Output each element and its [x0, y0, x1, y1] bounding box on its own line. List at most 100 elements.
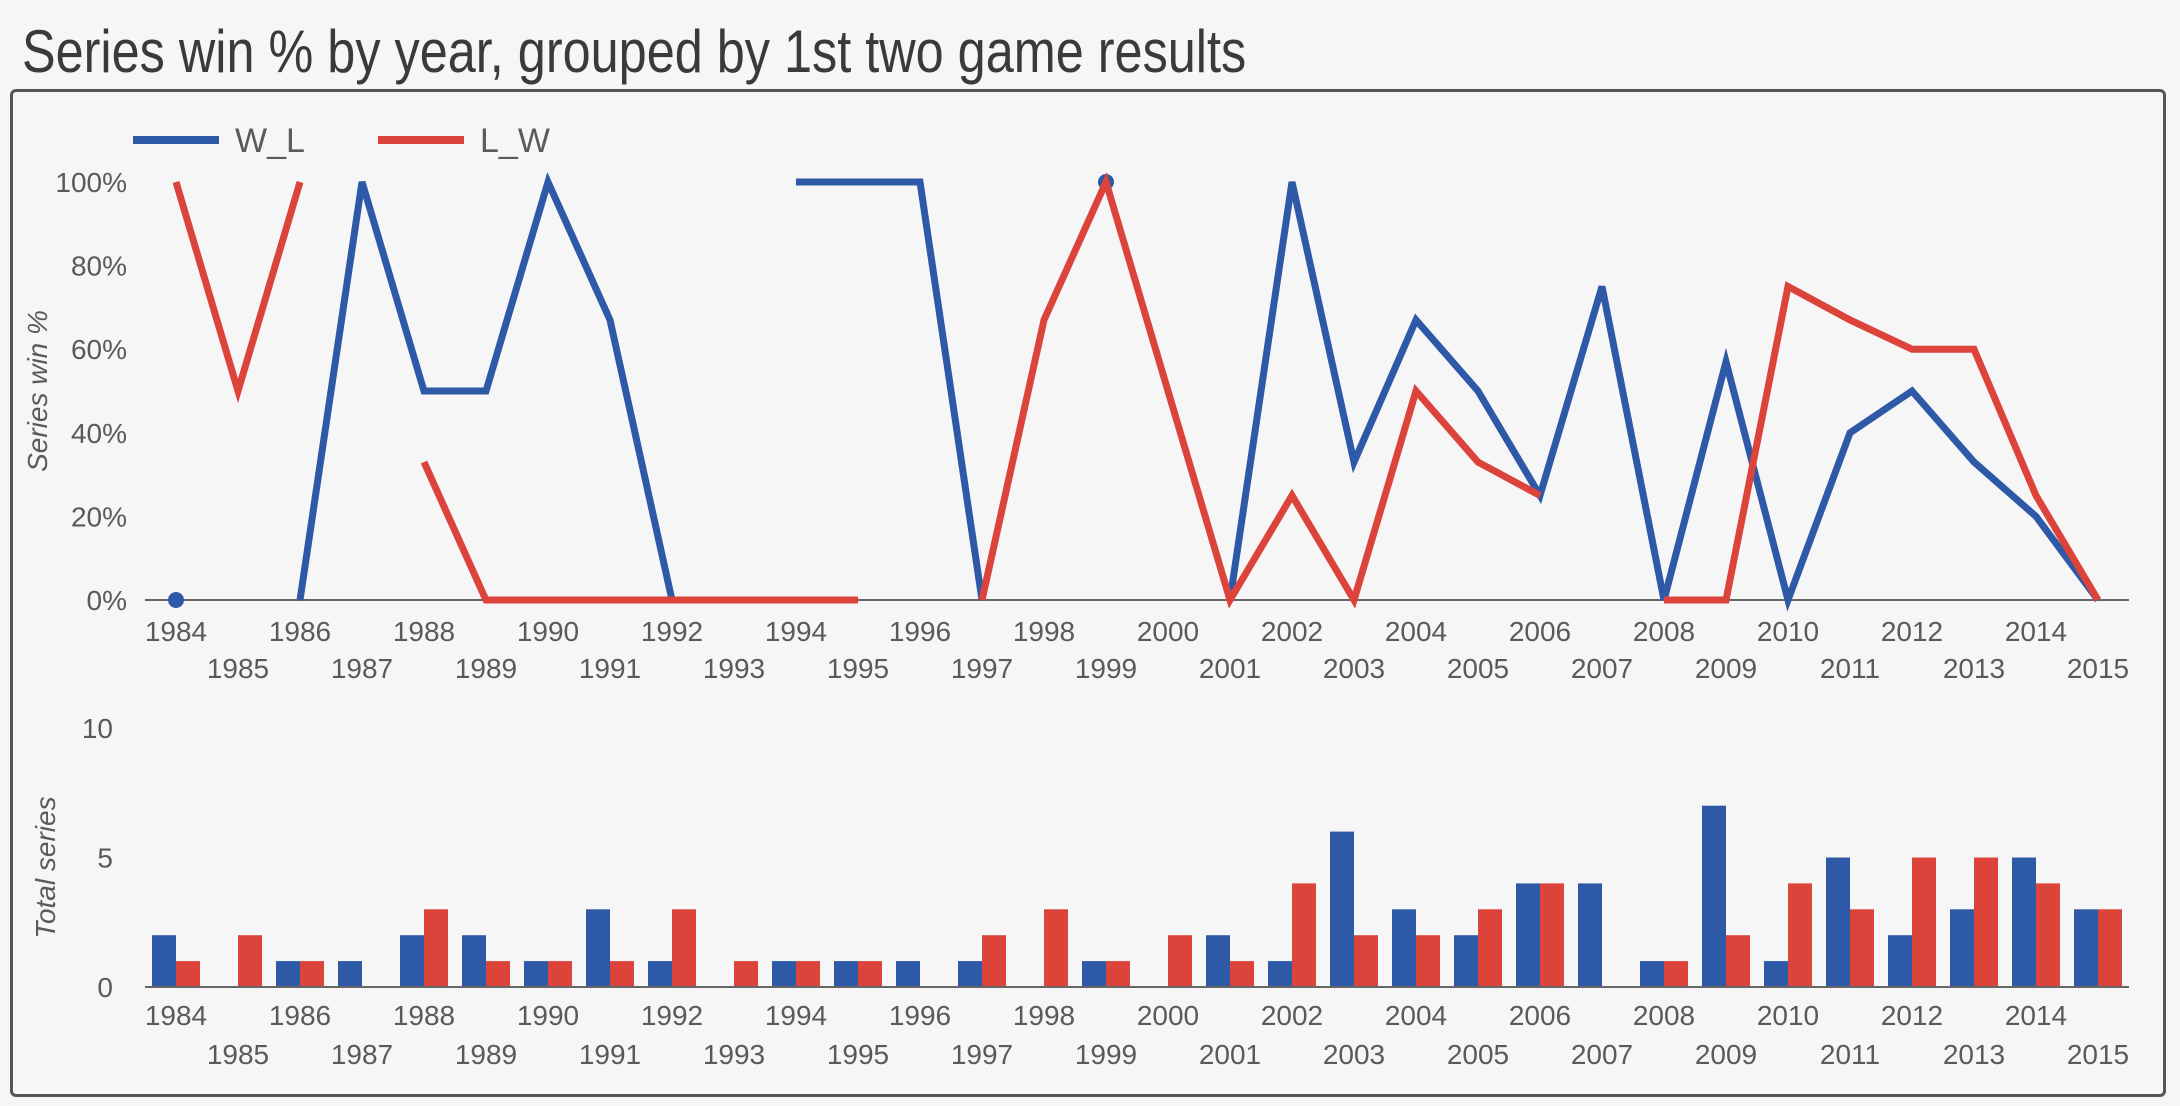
- y-tick-label: 0%: [87, 585, 127, 616]
- bar-L_W: [610, 961, 634, 987]
- bar-x-tick-label: 1988: [393, 1000, 455, 1031]
- series-line-L_W: [978, 171, 1542, 609]
- bar-x-tick-label: 2000: [1137, 1000, 1199, 1031]
- bar-L_W: [424, 909, 448, 987]
- x-tick-label: 1985: [207, 653, 269, 684]
- bar-W_L: [462, 935, 486, 987]
- bar-W_L: [958, 961, 982, 987]
- bar-L_W: [1726, 935, 1750, 987]
- x-tick-label: 2003: [1323, 653, 1385, 684]
- series-line-W_L: [796, 178, 986, 601]
- bar-W_L: [896, 961, 920, 987]
- bar-W_L: [1268, 961, 1292, 987]
- x-tick-label: 2011: [1820, 653, 1880, 684]
- bar-L_W: [548, 961, 572, 987]
- y-tick-label: 20%: [71, 501, 127, 532]
- bar-L_W: [1354, 935, 1378, 987]
- legend-label-L_W: L_W: [480, 122, 550, 160]
- bar-L_W: [1912, 857, 1936, 987]
- x-tick-label: 1998: [1013, 616, 1075, 647]
- bar-x-tick-label: 2009: [1695, 1039, 1757, 1070]
- bar-x-tick-label: 1994: [765, 1000, 827, 1031]
- x-tick-label: 2007: [1571, 653, 1633, 684]
- x-tick-label: 1996: [889, 616, 951, 647]
- bar-W_L: [2012, 857, 2036, 987]
- bar-y-tick-label: 5: [97, 843, 113, 874]
- bar-x-tick-label: 2011: [1820, 1039, 1880, 1070]
- bar-W_L: [2074, 909, 2098, 987]
- bar-L_W: [2036, 883, 2060, 987]
- bar-L_W: [1788, 883, 1812, 987]
- bar-W_L: [1516, 883, 1540, 987]
- bar-W_L: [1640, 961, 1664, 987]
- bar-L_W: [1850, 909, 1874, 987]
- bar-x-tick-label: 2003: [1323, 1039, 1385, 1070]
- bar-W_L: [1206, 935, 1230, 987]
- bar-L_W: [1974, 857, 1998, 987]
- x-tick-label: 2014: [2005, 616, 2067, 647]
- x-tick-label: 1999: [1075, 653, 1137, 684]
- x-tick-label: 2008: [1633, 616, 1695, 647]
- chart-panel: 0% 20% 40% 60% 80% 100% 1984 1985 1986 1987 1988 19…: [10, 89, 2166, 1097]
- x-tick-label: 1993: [703, 653, 765, 684]
- x-tick-label: 1986: [269, 616, 331, 647]
- bar-L_W: [2098, 909, 2122, 987]
- chart-canvas: 0%20%40%60%80%100%1984198519861987198819…: [22, 122, 2129, 1070]
- y-tick-label: 40%: [71, 418, 127, 449]
- bar-L_W: [238, 935, 262, 987]
- bar-x-tick-label: 1998: [1013, 1000, 1075, 1031]
- bar-x-tick-label: 1999: [1075, 1039, 1137, 1070]
- bar-y-axis-label: Total series: [30, 796, 61, 938]
- bar-W_L: [400, 935, 424, 987]
- bar-x-tick-label: 2014: [2005, 1000, 2067, 1031]
- bar-x-tick-label: 2005: [1447, 1039, 1509, 1070]
- x-tick-label: 2012: [1881, 616, 1943, 647]
- bar-L_W: [982, 935, 1006, 987]
- bar-x-tick-label: 1986: [269, 1000, 331, 1031]
- bar-L_W: [1168, 935, 1192, 987]
- bar-L_W: [1230, 961, 1254, 987]
- x-tick-label: 2013: [1943, 653, 2005, 684]
- bar-W_L: [1888, 935, 1912, 987]
- bar-x-tick-label: 1984: [145, 1000, 207, 1031]
- y-tick-label: 100%: [55, 167, 127, 198]
- bar-L_W: [1292, 883, 1316, 987]
- bar-x-tick-label: 1989: [455, 1039, 517, 1070]
- x-tick-label: 2006: [1509, 616, 1571, 647]
- x-tick-label: 1990: [517, 616, 579, 647]
- bar-W_L: [1330, 831, 1354, 987]
- bar-W_L: [1702, 805, 1726, 987]
- line-point-W_L: [168, 592, 184, 608]
- x-tick-label: 2015: [2067, 653, 2129, 684]
- y-tick-label: 60%: [71, 334, 127, 365]
- bar-W_L: [1578, 883, 1602, 987]
- x-tick-label: 1991: [579, 653, 641, 684]
- x-tick-label: 1992: [641, 616, 703, 647]
- x-tick-label: 2000: [1137, 616, 1199, 647]
- bar-W_L: [1392, 909, 1416, 987]
- bar-x-tick-label: 2004: [1385, 1000, 1447, 1031]
- bar-L_W: [300, 961, 324, 987]
- bar-x-tick-label: 1995: [827, 1039, 889, 1070]
- bar-W_L: [1826, 857, 1850, 987]
- bar-W_L: [524, 961, 548, 987]
- bar-L_W: [1106, 961, 1130, 987]
- x-tick-label: 1987: [331, 653, 393, 684]
- bar-L_W: [1540, 883, 1564, 987]
- bar-W_L: [338, 961, 362, 987]
- y-tick-label: 80%: [71, 251, 127, 282]
- x-tick-label: 2005: [1447, 653, 1509, 684]
- x-tick-label: 1984: [145, 616, 207, 647]
- bar-L_W: [672, 909, 696, 987]
- bar-L_W: [796, 961, 820, 987]
- bar-y-tick-label: 0: [97, 972, 113, 1003]
- x-tick-label: 1994: [765, 616, 827, 647]
- bar-L_W: [1416, 935, 1440, 987]
- x-tick-label: 2002: [1261, 616, 1323, 647]
- bar-x-tick-label: 1993: [703, 1039, 765, 1070]
- x-tick-label: 2010: [1757, 616, 1819, 647]
- bar-W_L: [152, 935, 176, 987]
- bar-x-tick-label: 1992: [641, 1000, 703, 1031]
- bar-W_L: [772, 961, 796, 987]
- bar-x-tick-label: 1987: [331, 1039, 393, 1070]
